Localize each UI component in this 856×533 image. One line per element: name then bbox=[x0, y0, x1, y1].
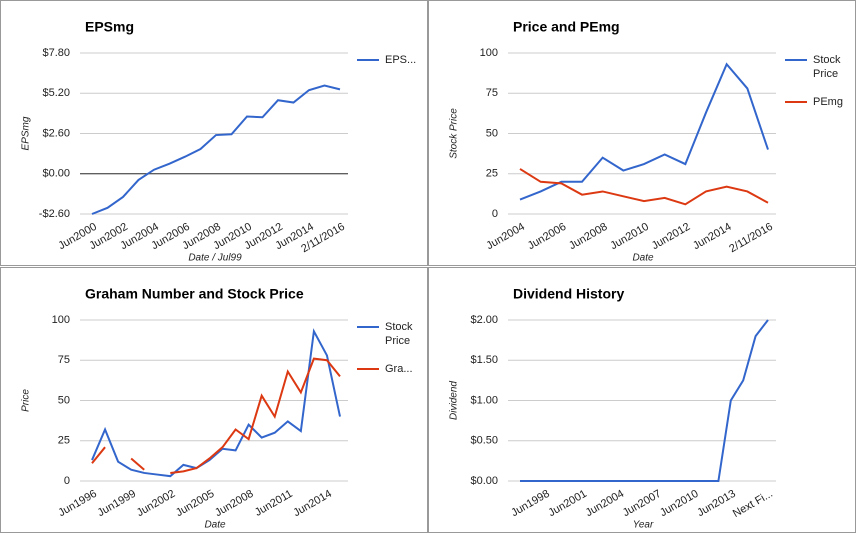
y-tick-label: $7.80 bbox=[42, 47, 70, 59]
y-tick-label: $1.50 bbox=[470, 354, 498, 366]
chart-title: Graham Number and Stock Price bbox=[85, 286, 304, 302]
y-tick-label: 100 bbox=[52, 314, 70, 326]
y-tick-label: $0.00 bbox=[42, 168, 70, 180]
y-tick-label: $2.00 bbox=[470, 314, 498, 326]
y-tick-label: $2.60 bbox=[42, 127, 70, 139]
y-tick-label: $0.50 bbox=[470, 435, 498, 447]
legend-label: Stock Price bbox=[385, 321, 413, 347]
series-line bbox=[520, 319, 769, 482]
series-line bbox=[130, 457, 145, 471]
y-axis-title: EPSmg bbox=[21, 116, 32, 150]
series-line bbox=[519, 168, 769, 206]
y-tick-label: 0 bbox=[492, 208, 498, 220]
y-tick-label: $0.00 bbox=[470, 475, 498, 487]
y-tick-label: 0 bbox=[64, 475, 70, 487]
y-axis-title: Stock Price bbox=[449, 108, 460, 159]
x-axis-title: Date / Jul99 bbox=[188, 253, 242, 264]
legend-label: PEmg bbox=[813, 96, 843, 108]
y-tick-label: 50 bbox=[486, 127, 498, 139]
y-tick-label: $1.00 bbox=[470, 394, 498, 406]
series-line bbox=[519, 62, 769, 201]
y-axis-title: Price bbox=[21, 389, 32, 412]
y-tick-label: 75 bbox=[486, 87, 498, 99]
y-tick-label: 25 bbox=[58, 435, 70, 447]
legend-label: Stock Price bbox=[813, 54, 841, 80]
legend-label: Gra... bbox=[385, 363, 413, 375]
x-axis-title: Date bbox=[204, 520, 226, 531]
y-tick-label: -$2.60 bbox=[39, 208, 70, 220]
x-axis-title: Date bbox=[632, 253, 654, 264]
series-line bbox=[170, 357, 341, 474]
y-tick-label: 25 bbox=[486, 168, 498, 180]
y-tick-label: $5.20 bbox=[42, 87, 70, 99]
chart-title: Price and PEmg bbox=[513, 19, 620, 35]
chart-panel: Graham Number and Stock Price Price Date 0 2… bbox=[0, 267, 428, 533]
y-tick-label: 100 bbox=[480, 47, 498, 59]
y-tick-label: 50 bbox=[58, 394, 70, 406]
chart-title: Dividend History bbox=[513, 286, 624, 302]
y-tick-label: 75 bbox=[58, 354, 70, 366]
y-axis-title: Dividend bbox=[449, 381, 460, 420]
x-axis-title: Year bbox=[633, 520, 654, 531]
series-line bbox=[91, 446, 106, 464]
series-line bbox=[91, 84, 341, 215]
series-line bbox=[91, 328, 341, 478]
chart-panel: EPSmg EPSmg Date / Jul99 -$2.60 $0.00 $2.60 $5… bbox=[0, 0, 428, 266]
legend-label: EPS... bbox=[385, 54, 416, 66]
chart-title: EPSmg bbox=[85, 19, 134, 35]
chart-panel: Dividend History Dividend Year $0.00 $0.50 $1… bbox=[428, 267, 856, 533]
